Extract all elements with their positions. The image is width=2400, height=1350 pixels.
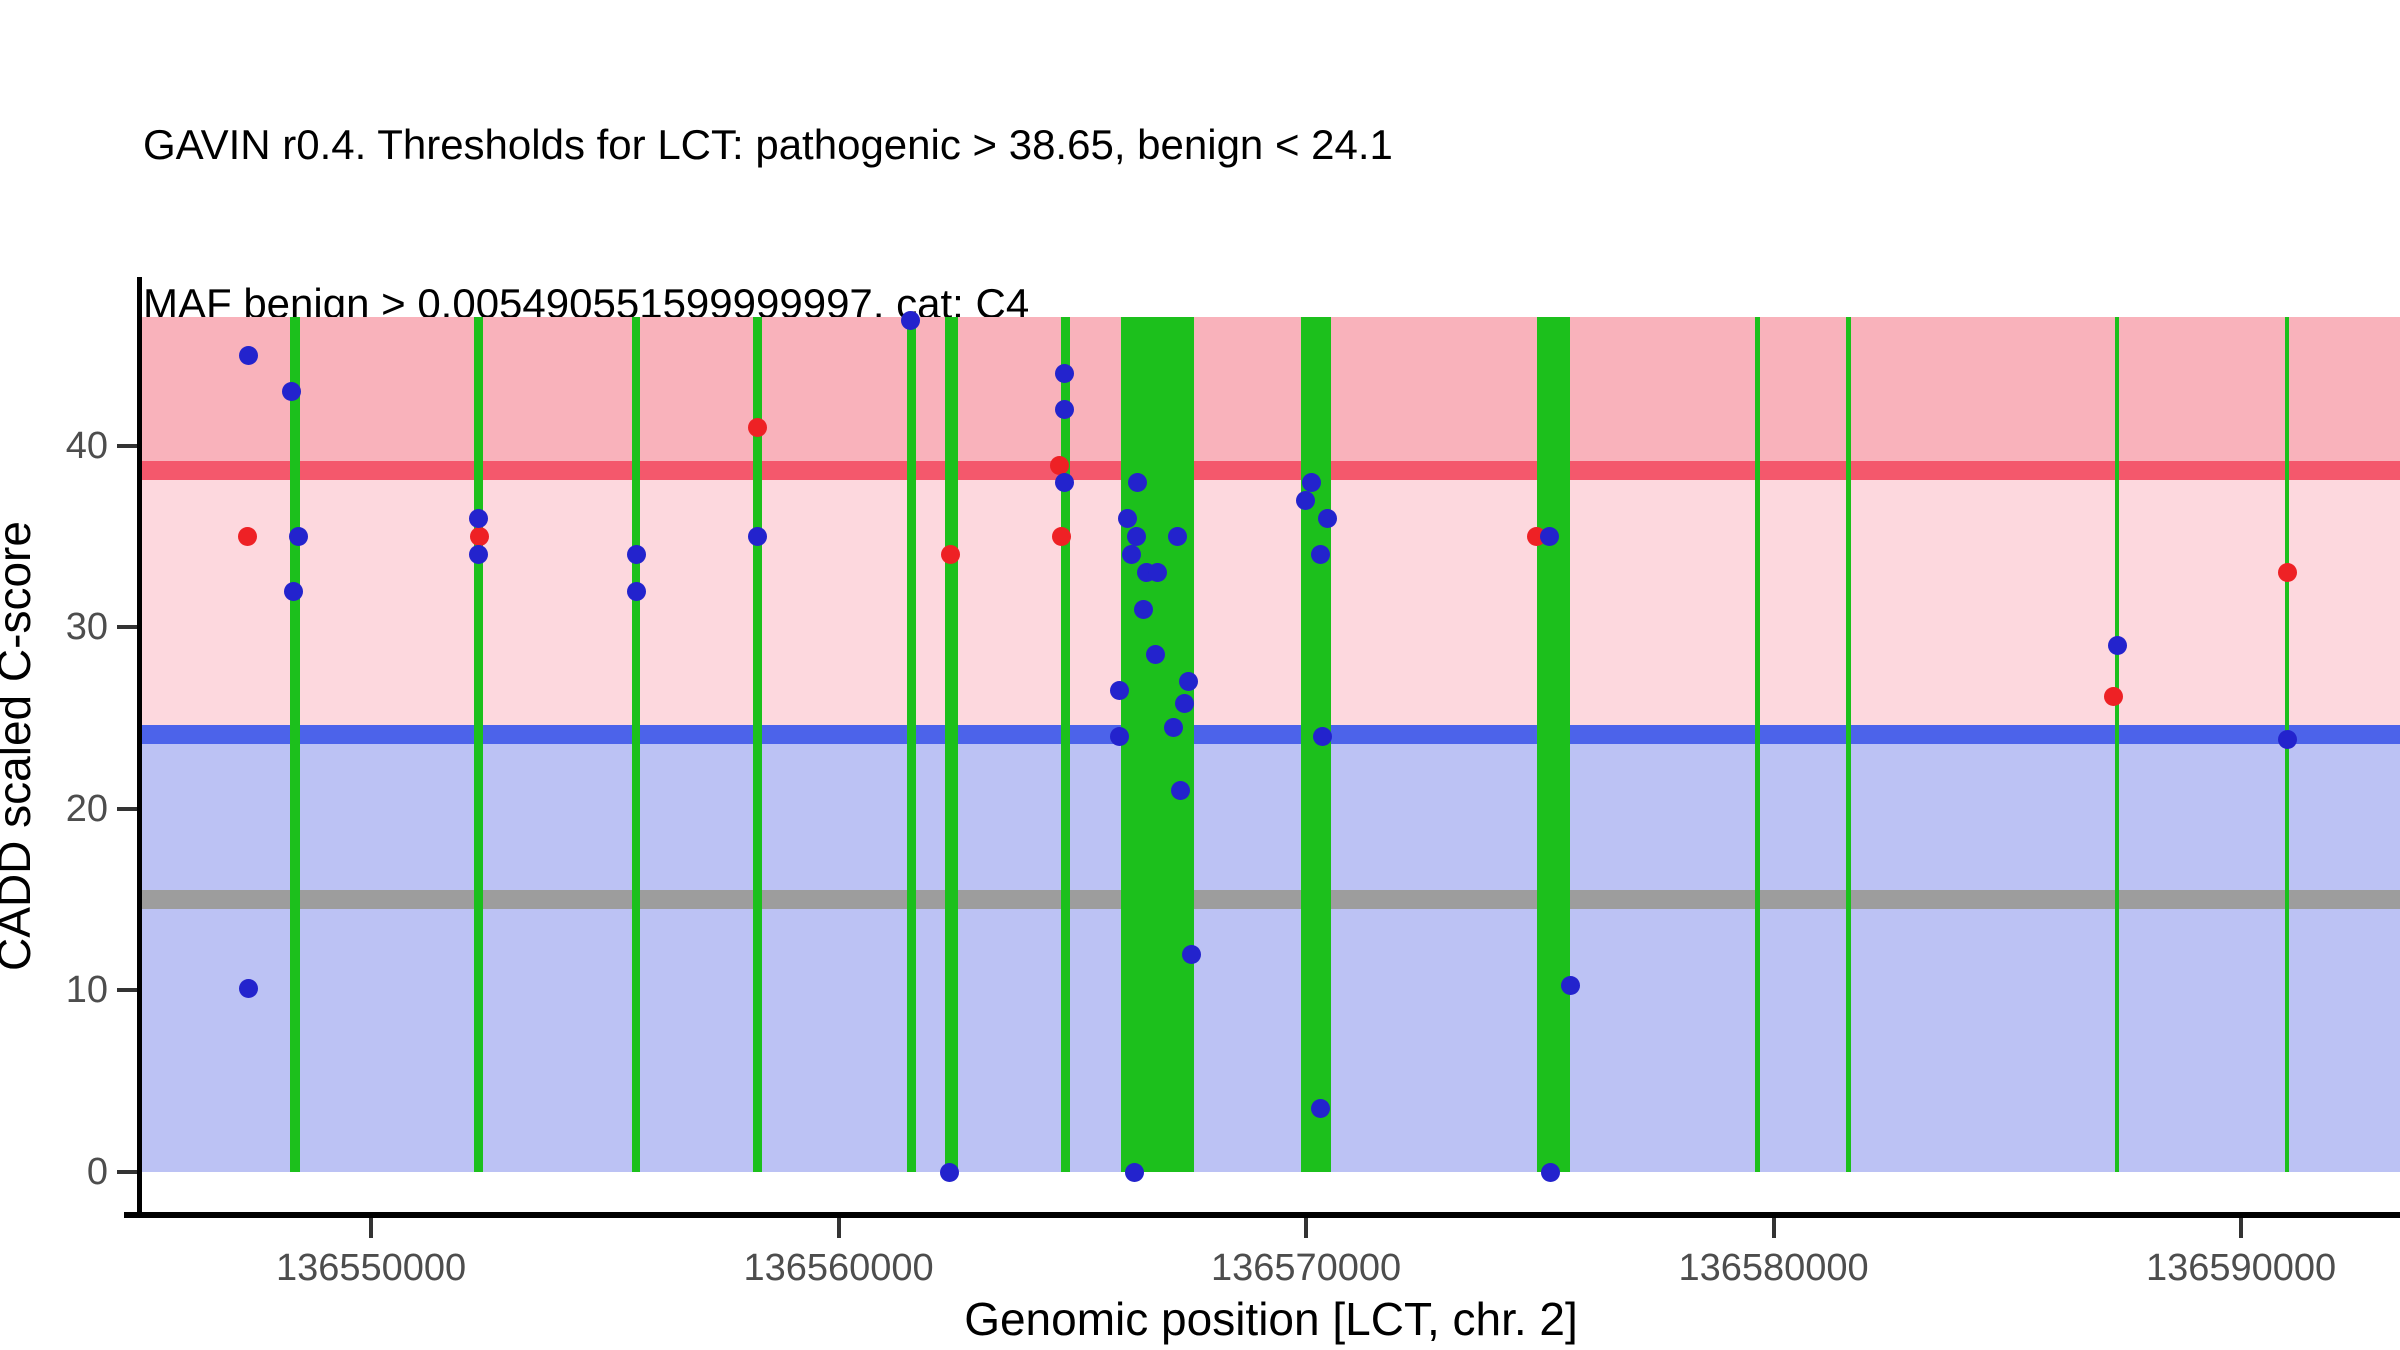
gnomad-point: [1313, 726, 1333, 746]
x-tick-label: 136560000: [743, 1247, 934, 1289]
y-axis-line: [137, 277, 142, 1218]
threshold-line-genome-wide-fallback: [142, 890, 2400, 910]
gnomad-point: [468, 545, 488, 565]
exon-bar: [1755, 317, 1760, 1172]
y-tick: [117, 443, 137, 448]
threshold-line-benign: [142, 725, 2400, 745]
gnomad-point: [1055, 472, 1075, 492]
y-axis-title: CADD scaled C-score: [0, 521, 40, 971]
gnomad-point: [283, 581, 303, 601]
gnomad-point: [1125, 1162, 1145, 1182]
y-tick-label: 20: [65, 787, 108, 830]
gnomad-point: [901, 311, 921, 331]
gnomad-point: [1317, 508, 1337, 528]
y-tick: [117, 806, 137, 811]
exon-bar: [906, 317, 916, 1172]
y-tick: [117, 988, 137, 993]
gnomad-point: [238, 345, 258, 365]
gnomad-point: [1148, 563, 1168, 583]
clinvar-point: [1052, 527, 1072, 547]
x-axis-line: [124, 1212, 2400, 1218]
gnomad-point: [1310, 1098, 1330, 1118]
plot-region-intermediate-zone: [142, 470, 2400, 735]
x-tick: [836, 1218, 841, 1238]
gnomad-point: [1117, 508, 1137, 528]
exon-bar: [2114, 317, 2120, 1172]
gnomad-point: [626, 581, 646, 601]
clinvar-point: [941, 545, 961, 565]
gnomad-point: [288, 527, 308, 547]
y-tick: [117, 625, 137, 630]
y-tick-label: 30: [65, 606, 108, 649]
clinvar-point: [1050, 456, 1070, 476]
gnomad-point: [2107, 636, 2127, 656]
clinvar-point: [2104, 686, 2124, 706]
gnomad-point: [1167, 527, 1187, 547]
exon-bar: [290, 317, 300, 1172]
y-tick: [117, 1170, 137, 1174]
gnomad-point: [1301, 472, 1321, 492]
exon-bar: [474, 317, 484, 1172]
exon-bar: [1536, 317, 1571, 1172]
gnomad-point: [747, 527, 767, 547]
x-tick: [1771, 1218, 1776, 1238]
chart-title-line-1: GAVIN r0.4. Thresholds for LCT: pathogen…: [143, 121, 1393, 168]
gnomad-point: [281, 381, 301, 401]
y-tick-label: 40: [65, 424, 108, 467]
exon-bar: [1120, 317, 1194, 1172]
gnomad-point: [238, 979, 258, 999]
clinvar-point: [747, 418, 767, 438]
y-tick-label: 0: [86, 1151, 108, 1193]
gnomad-point: [1310, 545, 1330, 565]
gnomad-point: [1110, 681, 1130, 701]
gnomad-point: [1055, 400, 1075, 420]
clinvar-point: [237, 527, 257, 547]
gnomad-point: [468, 508, 488, 528]
gnomad-point: [1541, 1162, 1561, 1182]
x-tick: [2239, 1218, 2244, 1238]
gnomad-point: [940, 1162, 960, 1182]
gnomad-point: [1181, 944, 1201, 964]
gnomad-point: [1561, 975, 1581, 995]
clinvar-point: [2277, 563, 2297, 583]
x-tick: [369, 1218, 374, 1238]
x-tick-label: 136590000: [2145, 1247, 2337, 1289]
x-tick-label: 136550000: [275, 1247, 467, 1289]
gnomad-point: [1128, 472, 1148, 492]
gnomad-point: [1127, 527, 1147, 547]
plot-region-pathogenic-zone: [142, 317, 2400, 471]
x-axis-title: Genomic position [LCT, chr. 2]: [964, 1293, 1578, 1345]
gnomad-point: [1055, 363, 1075, 383]
x-tick: [1304, 1218, 1309, 1238]
exon-bar: [753, 317, 763, 1172]
gnomad-point: [1179, 672, 1199, 692]
gnomad-point: [1122, 545, 1142, 565]
gnomad-point: [626, 545, 646, 565]
clinvar-point: [470, 527, 490, 547]
gnomad-point: [1110, 726, 1130, 746]
gnomad-point: [1171, 781, 1191, 801]
gnomad-point: [1146, 645, 1166, 665]
gnomad-point: [1540, 527, 1560, 547]
gnomad-point: [1295, 490, 1315, 510]
plot-region-benign-zone: [142, 734, 2400, 1172]
y-tick-label: 10: [65, 969, 108, 1012]
gnomad-point: [1175, 694, 1195, 714]
exon-bar: [632, 317, 641, 1172]
gnomad-point: [1134, 599, 1154, 619]
exon-bar: [1845, 317, 1851, 1172]
x-tick-label: 136580000: [1678, 1247, 1869, 1289]
gnomad-point: [1164, 717, 1184, 737]
threshold-line-pathogenic: [142, 460, 2400, 480]
exon-bar: [1060, 317, 1070, 1172]
exon-bar: [944, 317, 958, 1172]
gnomad-point: [2277, 730, 2297, 750]
x-tick-label: 136570000: [1210, 1247, 1402, 1289]
